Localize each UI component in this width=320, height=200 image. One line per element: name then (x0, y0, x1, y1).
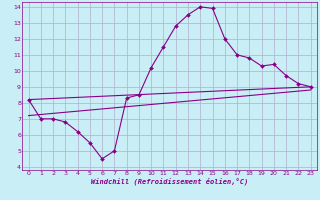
X-axis label: Windchill (Refroidissement éolien,°C): Windchill (Refroidissement éolien,°C) (91, 178, 248, 185)
